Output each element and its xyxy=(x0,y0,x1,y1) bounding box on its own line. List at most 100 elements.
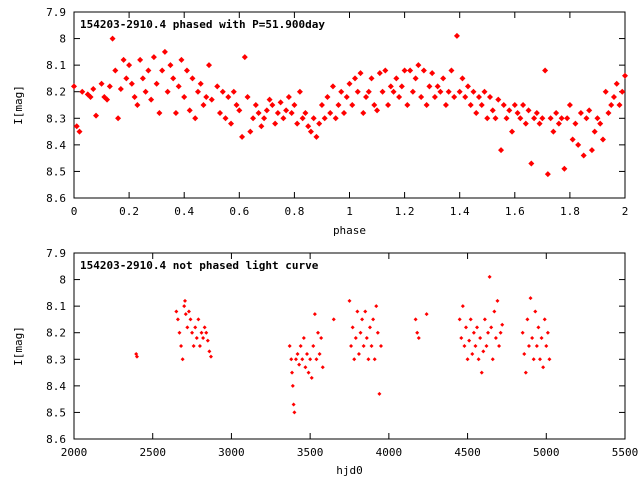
data-point xyxy=(318,102,325,108)
data-point xyxy=(547,115,554,122)
data-point xyxy=(324,94,331,101)
data-point xyxy=(239,133,246,140)
data-point xyxy=(358,330,363,335)
data-point xyxy=(503,115,510,122)
data-point xyxy=(523,370,528,375)
data-point xyxy=(545,330,550,335)
data-point xyxy=(453,32,460,39)
data-point xyxy=(123,75,130,82)
data-point xyxy=(228,120,235,127)
y-tick-label: 8.6 xyxy=(46,433,66,446)
data-point xyxy=(185,325,190,330)
data-point xyxy=(79,88,86,95)
data-point xyxy=(396,94,403,101)
data-point xyxy=(493,336,498,341)
data-point xyxy=(357,70,364,77)
data-point xyxy=(180,357,185,362)
data-point xyxy=(199,330,204,335)
data-point xyxy=(181,94,188,101)
data-point xyxy=(338,88,345,95)
data-point xyxy=(191,344,196,348)
chart-title: 154203-2910.4 not phased light curve xyxy=(80,259,319,272)
data-point xyxy=(475,325,480,330)
x-tick-label: 1.8 xyxy=(560,205,580,218)
data-point xyxy=(201,336,206,341)
data-point xyxy=(371,317,376,322)
data-point xyxy=(172,109,179,116)
data-point xyxy=(431,94,438,101)
x-tick-label: 2000 xyxy=(61,446,88,459)
data-point xyxy=(327,109,334,116)
data-point xyxy=(311,344,316,348)
data-point xyxy=(434,83,441,90)
x-tick-label: 2 xyxy=(622,205,629,218)
data-point xyxy=(207,349,212,354)
data-point xyxy=(321,115,328,122)
data-point xyxy=(186,309,191,314)
data-point xyxy=(594,115,601,122)
data-point xyxy=(335,102,342,108)
data-point xyxy=(541,365,546,370)
y-tick-label: 8.5 xyxy=(46,165,66,178)
data-point xyxy=(233,102,240,108)
data-point xyxy=(277,99,284,106)
data-point xyxy=(569,136,576,143)
data-point xyxy=(616,102,623,108)
x-tick-label: 0.2 xyxy=(119,205,139,218)
data-point xyxy=(205,62,212,69)
data-point xyxy=(252,102,259,108)
data-point xyxy=(182,298,187,303)
data-point xyxy=(319,336,324,341)
data-point xyxy=(104,96,111,103)
data-point xyxy=(250,115,257,122)
data-point xyxy=(300,357,305,362)
data-point xyxy=(475,94,482,101)
data-point xyxy=(583,115,590,122)
data-point xyxy=(120,56,127,63)
data-point xyxy=(217,109,224,116)
data-point xyxy=(331,317,336,322)
data-point xyxy=(369,344,374,348)
data-point xyxy=(200,102,207,108)
data-point xyxy=(356,351,361,356)
data-point xyxy=(459,75,466,82)
data-point xyxy=(473,344,478,348)
data-point xyxy=(366,357,371,362)
data-point xyxy=(332,115,339,122)
data-point xyxy=(539,336,544,341)
data-point xyxy=(219,88,226,95)
data-point xyxy=(87,94,94,101)
x-tick-label: 0.8 xyxy=(284,205,304,218)
data-point xyxy=(537,357,542,362)
data-point xyxy=(456,88,463,95)
data-point xyxy=(196,317,201,322)
data-point xyxy=(293,357,298,362)
data-point xyxy=(448,67,455,74)
data-point xyxy=(302,109,309,116)
data-point xyxy=(76,128,83,135)
data-point xyxy=(495,96,502,103)
data-point xyxy=(307,128,314,135)
data-point xyxy=(71,83,77,90)
data-point xyxy=(148,96,155,103)
data-point xyxy=(415,62,422,69)
data-point xyxy=(280,115,287,122)
data-point xyxy=(401,67,408,74)
data-point xyxy=(437,88,444,95)
data-point xyxy=(418,94,425,101)
data-point xyxy=(202,325,207,330)
data-point xyxy=(156,109,163,116)
data-point xyxy=(533,309,538,314)
data-point xyxy=(291,102,298,108)
data-point xyxy=(222,115,229,122)
data-point xyxy=(420,67,427,74)
data-point xyxy=(159,67,166,74)
data-point xyxy=(550,128,557,135)
data-point xyxy=(544,171,551,178)
data-point xyxy=(150,54,157,61)
data-point xyxy=(597,120,604,127)
x-axis-label: hjd0 xyxy=(336,464,363,477)
data-point xyxy=(255,109,262,116)
data-point xyxy=(586,107,593,114)
